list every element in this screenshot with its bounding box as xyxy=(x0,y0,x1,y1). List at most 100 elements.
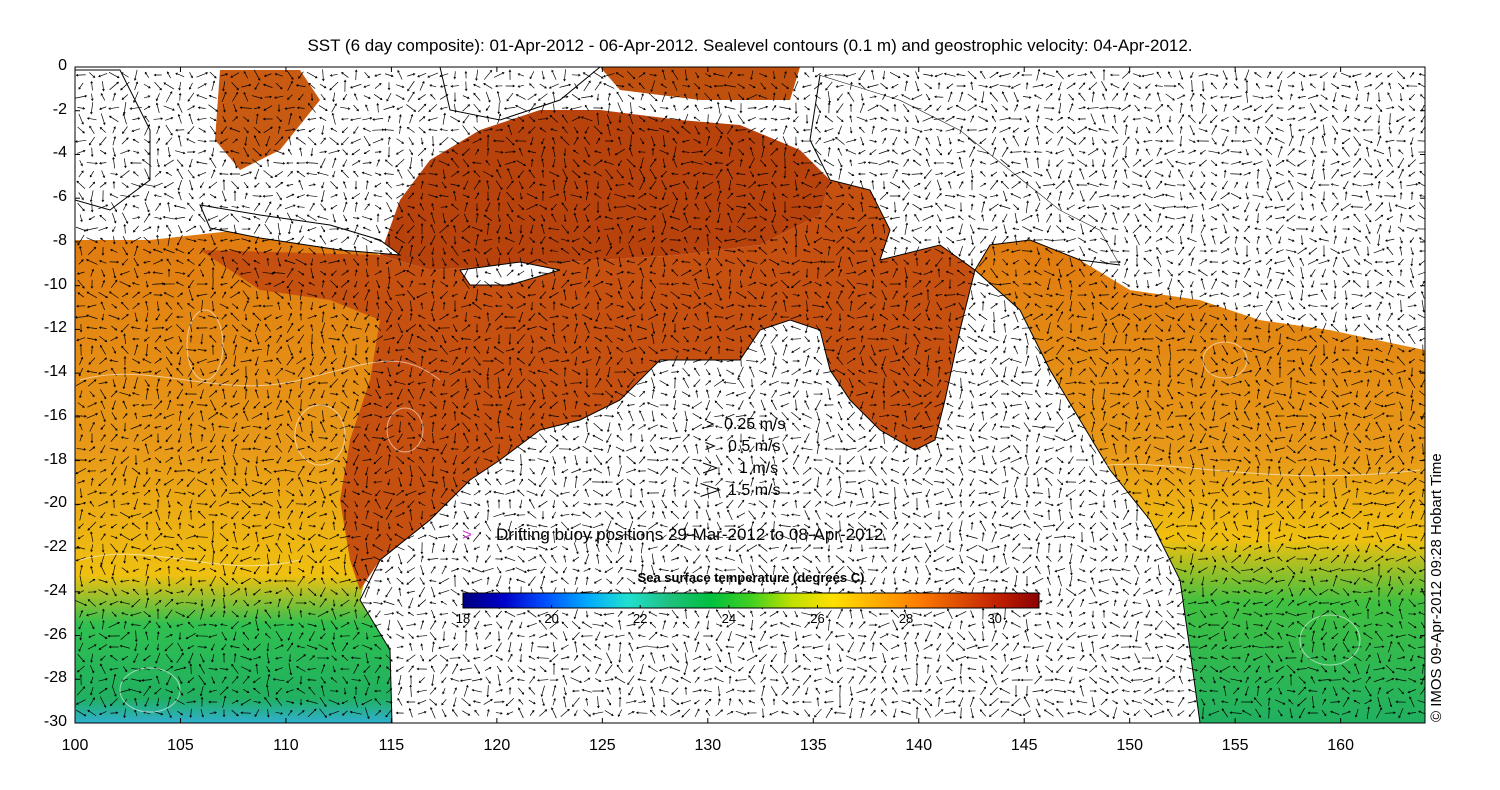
velocity-arrow xyxy=(1351,73,1362,78)
velocity-arrow xyxy=(362,127,371,133)
velocity-arrow xyxy=(1179,235,1183,245)
velocity-arrow xyxy=(596,225,600,233)
velocity-arrow xyxy=(1322,245,1326,258)
velocity-arrow xyxy=(1289,93,1293,101)
velocity-arrow xyxy=(505,117,516,122)
velocity-arrow xyxy=(1167,71,1172,79)
velocity-arrow xyxy=(332,213,337,223)
velocity-arrow xyxy=(1076,183,1088,187)
velocity-arrow xyxy=(1067,249,1075,253)
velocity-arrow xyxy=(1111,194,1120,198)
velocity-arrow xyxy=(1079,190,1085,203)
velocity-arrow xyxy=(188,158,193,168)
velocity-arrow xyxy=(650,256,656,268)
velocity-arrow xyxy=(286,267,294,278)
velocity-arrow xyxy=(496,191,501,201)
velocity-arrow xyxy=(121,137,129,145)
velocity-arrow xyxy=(209,193,217,199)
velocity-arrow xyxy=(1122,212,1130,223)
velocity-arrow xyxy=(1351,183,1362,187)
velocity-arrow xyxy=(783,71,787,79)
velocity-arrow xyxy=(782,236,788,244)
velocity-arrow xyxy=(1300,204,1304,211)
velocity-arrow xyxy=(680,225,692,233)
velocity-arrow xyxy=(889,237,900,243)
velocity-arrow xyxy=(351,148,361,156)
velocity-arrow xyxy=(343,258,347,265)
velocity-arrow xyxy=(406,270,416,276)
velocity-arrow xyxy=(376,158,380,167)
velocity-arrow xyxy=(683,212,689,224)
velocity-arrow xyxy=(804,168,810,179)
velocity-arrow xyxy=(462,159,470,168)
velocity-arrow xyxy=(1164,193,1175,198)
velocity-arrow xyxy=(143,236,151,244)
velocity-arrow xyxy=(1245,215,1249,222)
velocity-arrow xyxy=(879,237,889,242)
velocity-arrow xyxy=(705,257,711,266)
velocity-arrow xyxy=(1042,72,1055,78)
velocity-arrow xyxy=(933,161,944,165)
velocity-arrow xyxy=(187,92,195,102)
velocity-arrow xyxy=(1123,115,1129,123)
velocity-arrow xyxy=(1397,71,1406,80)
velocity-arrow xyxy=(265,182,271,189)
velocity-arrow xyxy=(1067,73,1075,77)
velocity-arrow xyxy=(1121,104,1132,112)
velocity-arrow xyxy=(1056,225,1065,233)
velocity-arrow xyxy=(1265,84,1274,88)
velocity-arrow xyxy=(800,161,813,165)
velocity-arrow xyxy=(1399,180,1403,189)
velocity-arrow xyxy=(1245,90,1248,103)
velocity-arrow xyxy=(637,204,647,211)
velocity-arrow xyxy=(1201,214,1205,223)
velocity-arrow xyxy=(573,136,579,145)
velocity-arrow xyxy=(119,271,130,276)
velocity-arrow xyxy=(1342,146,1350,157)
velocity-arrow xyxy=(794,179,798,191)
velocity-arrow xyxy=(1244,201,1250,213)
velocity-arrow xyxy=(539,204,548,210)
velocity-arrow xyxy=(703,106,713,109)
velocity-arrow xyxy=(1409,105,1416,111)
velocity-arrow xyxy=(231,267,239,279)
velocity-arrow xyxy=(860,201,864,212)
velocity-arrow xyxy=(1318,183,1330,187)
velocity-arrow xyxy=(903,115,909,123)
velocity-arrow xyxy=(977,281,990,287)
velocity-arrow xyxy=(243,71,249,79)
velocity-arrow xyxy=(945,216,955,220)
velocity-arrow xyxy=(1287,148,1295,156)
velocity-arrow xyxy=(717,93,721,100)
velocity-arrow xyxy=(207,215,219,221)
velocity-arrow xyxy=(605,169,613,180)
velocity-arrow xyxy=(1145,83,1151,89)
velocity-arrow xyxy=(1230,193,1242,200)
velocity-arrow xyxy=(1112,145,1118,158)
velocity-arrow xyxy=(86,237,99,243)
velocity-arrow xyxy=(800,139,813,143)
velocity-arrow xyxy=(979,236,987,244)
velocity-arrow xyxy=(1264,103,1273,113)
velocity-arrow xyxy=(483,214,493,222)
velocity-arrow xyxy=(1310,180,1316,190)
velocity-arrow xyxy=(1410,267,1415,279)
velocity-arrow xyxy=(1342,115,1350,122)
velocity-arrow xyxy=(288,224,292,235)
velocity-arrow xyxy=(1043,106,1055,110)
velocity-arrow xyxy=(1321,268,1326,278)
velocity-arrow xyxy=(1386,181,1394,189)
velocity-arrow xyxy=(947,149,953,156)
velocity-arrow xyxy=(220,73,229,77)
velocity-arrow xyxy=(233,104,238,113)
velocity-arrow xyxy=(286,212,294,224)
velocity-arrow xyxy=(573,149,579,155)
velocity-arrow xyxy=(1209,115,1218,124)
velocity-arrow xyxy=(944,170,956,177)
velocity-arrow xyxy=(683,105,689,111)
velocity-arrow xyxy=(506,191,515,201)
velocity-arrow xyxy=(506,282,515,286)
velocity-arrow xyxy=(748,84,756,89)
velocity-arrow xyxy=(153,73,162,77)
velocity-arrow xyxy=(828,146,831,157)
